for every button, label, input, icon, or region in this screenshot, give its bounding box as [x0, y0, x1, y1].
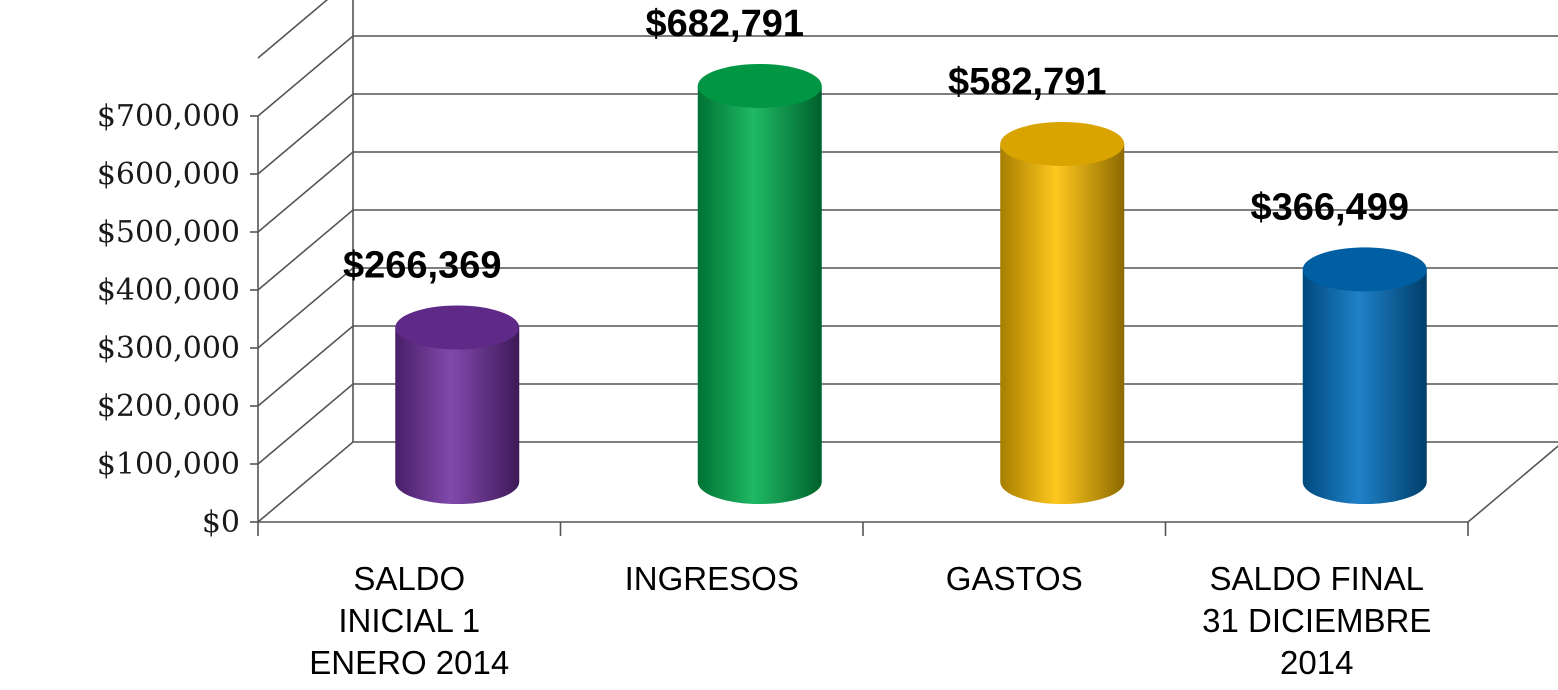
bar-top [697, 63, 822, 108]
y-tick-label: $400,000 [97, 273, 240, 308]
bar [1000, 121, 1125, 505]
data-label: $266,369 [343, 245, 502, 287]
gridline [257, 35, 1558, 117]
y-tick-label: $200,000 [97, 389, 240, 424]
data-labels: $266,369 $682,791 $582,791 $366,499 [343, 3, 1409, 287]
y-tick-label: $600,000 [97, 157, 240, 192]
x-tick-label: INGRESOS [625, 560, 799, 597]
y-tick-label: $300,000 [97, 331, 240, 366]
bar-body [697, 85, 822, 505]
bar-body [395, 327, 520, 505]
x-tick-label: SALDO FINAL 31 DICIEMBRE 2014 [1202, 560, 1431, 681]
y-tick-label: $0 [202, 505, 240, 540]
data-label: $682,791 [646, 3, 805, 45]
y-tick-label: $700,000 [97, 99, 240, 134]
gridline [257, 0, 329, 59]
x-axis: SALDO INICIAL 1 ENERO 2014 INGRESOS GASTOS SA… [257, 522, 1469, 681]
data-label: $366,499 [1251, 186, 1410, 228]
bar-top [1302, 247, 1427, 292]
floor-edge [1467, 445, 1558, 523]
bar [1302, 247, 1427, 505]
y-tick-label: $500,000 [97, 215, 240, 250]
bar [395, 305, 520, 505]
chart-grid [257, 0, 1558, 523]
y-tick-label: $100,000 [97, 447, 240, 482]
x-tick-label: SALDO INICIAL 1 ENERO 2014 [309, 560, 509, 681]
bar-top [1000, 121, 1125, 166]
x-tick-label: GASTOS [946, 560, 1083, 597]
bar-body [1000, 143, 1125, 505]
bar-top [395, 305, 520, 350]
bar-series [395, 63, 1427, 505]
data-label: $582,791 [948, 61, 1107, 103]
bar-body [1302, 269, 1427, 505]
y-axis: $0 $100,000 $200,000 $300,000 $400,000 $500,0… [97, 99, 258, 540]
bar [697, 63, 822, 505]
gridline [257, 93, 1558, 175]
